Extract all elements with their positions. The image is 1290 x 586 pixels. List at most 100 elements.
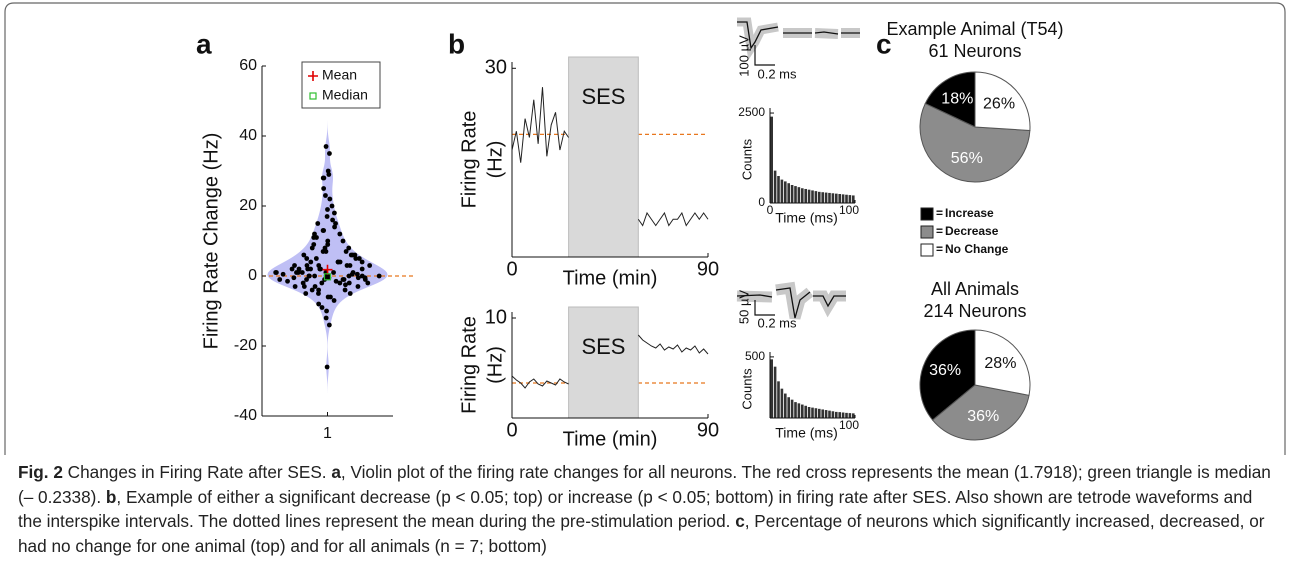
data-point (301, 284, 307, 289)
isi-bar (814, 408, 818, 418)
caption-bold: c (735, 511, 745, 531)
isi-bar (811, 190, 814, 203)
caption-bold: a (331, 462, 341, 482)
x-tick-label: 0 (767, 203, 774, 217)
pie-label: 18% (941, 90, 973, 107)
data-point (292, 284, 298, 289)
legend-label: Median (322, 87, 368, 103)
y-tick-label: 40 (239, 127, 257, 144)
data-point (291, 275, 297, 281)
stimulation-period (568, 56, 639, 258)
data-point (359, 266, 365, 272)
data-point (316, 287, 322, 293)
mean-marker (308, 71, 318, 81)
data-point (333, 278, 339, 284)
isi-bar (824, 410, 828, 418)
legend-label: = Decrease (936, 224, 999, 238)
data-point (309, 287, 315, 293)
y-tick-label: 500 (745, 349, 765, 363)
data-point (306, 273, 312, 279)
legend-box (301, 61, 381, 109)
isi-bar (821, 192, 824, 203)
isi-bar (835, 193, 838, 203)
firing-rate-trace (511, 87, 709, 227)
isi-bar (807, 189, 811, 203)
legend-prefix: = (936, 224, 943, 238)
isi-bar (811, 407, 814, 418)
data-point (335, 259, 341, 265)
y-tick-label: 60 (239, 57, 257, 74)
isi-bar (787, 183, 790, 203)
data-point (299, 270, 305, 275)
data-point (280, 271, 286, 277)
isi-bar (818, 408, 821, 418)
data-point (326, 322, 332, 328)
isi-bar (790, 399, 794, 418)
data-point (323, 144, 329, 149)
data-point (365, 280, 371, 286)
data-point (319, 305, 325, 310)
isi-bar (770, 359, 773, 418)
pie-slice (931, 384, 1030, 441)
legend-category: Decrease (945, 224, 999, 238)
isi-bar (794, 402, 797, 418)
isi-bar (804, 405, 807, 418)
data-point (355, 284, 361, 289)
isi-bar (824, 192, 828, 203)
legend-swatch (920, 225, 934, 239)
pie-subtitle: 214 Neurons (923, 301, 1026, 321)
isi-bar (787, 397, 790, 418)
data-point (346, 273, 352, 279)
data-point (323, 315, 329, 321)
data-point (295, 270, 301, 275)
y-axis-label: Counts (739, 368, 754, 410)
pie-label: 56% (951, 150, 983, 167)
data-point (303, 291, 309, 296)
y-tick-label: -40 (234, 407, 257, 424)
data-point (332, 224, 337, 230)
data-point (367, 263, 373, 268)
isi-bar (773, 366, 777, 418)
data-point (356, 256, 362, 261)
isi-bar (797, 187, 801, 203)
isi-bar (845, 194, 848, 203)
x-tick-label: 0 (506, 419, 517, 441)
data-point (342, 287, 348, 293)
data-point (324, 364, 330, 370)
caption-text: Changes in Firing Rate after SES. (62, 462, 332, 482)
pie-slice (974, 329, 1031, 396)
x-axis-label: Time (ms) (775, 210, 837, 226)
data-point (330, 217, 335, 223)
x-tick-label: 90 (697, 258, 719, 280)
data-point (340, 238, 346, 244)
isi-bar (770, 116, 773, 203)
isi-bar (780, 388, 784, 418)
data-point (343, 249, 349, 254)
pie-title: All Animals (931, 279, 1019, 299)
data-point (359, 259, 365, 265)
isi-bar (835, 411, 838, 418)
pie-label: 28% (984, 355, 1016, 372)
data-point (325, 294, 331, 300)
x-axis-label: Time (min) (563, 267, 658, 289)
caption-bold: b (105, 486, 117, 507)
data-point (315, 221, 321, 226)
stimulation-period (568, 306, 639, 419)
data-point (346, 245, 352, 251)
data-point (311, 235, 317, 240)
pie-subtitle: 61 Neurons (928, 41, 1021, 61)
legend-prefix: = (936, 242, 943, 256)
isi-bar (777, 381, 780, 418)
caption-text: , Violin plot of the firing rate changes… (18, 462, 1271, 507)
data-point (348, 252, 354, 258)
legend-category: No Change (945, 242, 1009, 256)
caption-text: , Example of either a significant decrea… (18, 486, 1253, 532)
median-marker (323, 273, 332, 281)
pie-slice (974, 71, 1031, 131)
y-tick-label: 20 (239, 197, 257, 214)
isi-bar (828, 192, 831, 203)
data-point (329, 203, 335, 209)
isi-bar (777, 176, 780, 203)
legend-prefix: = (936, 206, 943, 220)
